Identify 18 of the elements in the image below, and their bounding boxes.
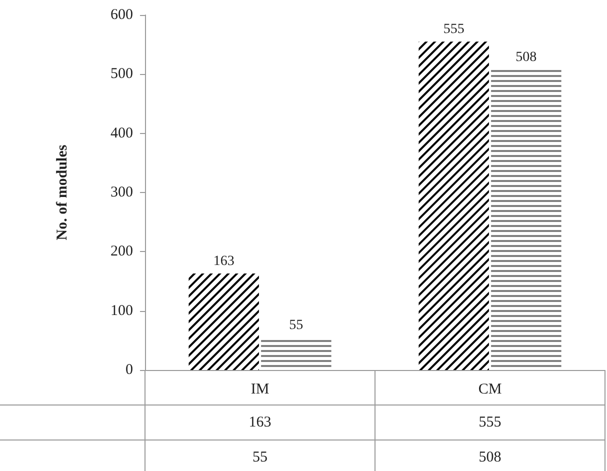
- data-label: 163: [213, 254, 234, 270]
- data-label: 508: [516, 50, 537, 65]
- y-tick-label: 300: [110, 184, 133, 200]
- text: 555: [478, 414, 502, 430]
- x-tick-label: CM: [478, 382, 502, 398]
- y-tick-label: 100: [110, 302, 133, 319]
- x-tick-label: IM: [250, 382, 270, 398]
- y-tick-label: 400: [110, 125, 133, 142]
- y-tick-label: 200: [110, 244, 133, 260]
- data-label: 55: [289, 318, 304, 333]
- text: 55: [252, 450, 268, 466]
- y-axis-title: No. of modules: [54, 144, 70, 240]
- y-tick-label: 0: [126, 362, 133, 378]
- y-tick-label: 600: [110, 7, 133, 23]
- data-label: 555: [443, 22, 464, 38]
- y-tick-label: 500: [110, 66, 133, 82]
- text: 508: [478, 450, 502, 466]
- text: 163: [248, 414, 272, 430]
